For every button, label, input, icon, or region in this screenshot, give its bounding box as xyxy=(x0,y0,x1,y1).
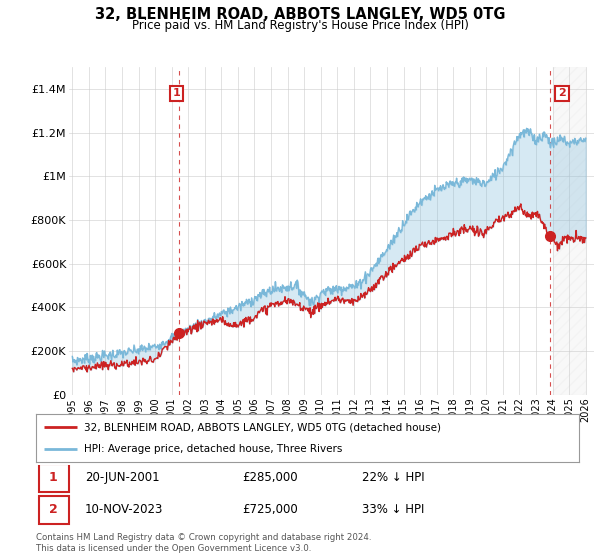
Text: 33% ↓ HPI: 33% ↓ HPI xyxy=(362,503,424,516)
Text: HPI: Average price, detached house, Three Rivers: HPI: Average price, detached house, Thre… xyxy=(84,444,342,454)
Text: 1: 1 xyxy=(172,88,180,99)
Text: 22% ↓ HPI: 22% ↓ HPI xyxy=(362,471,424,484)
Text: 20-JUN-2001: 20-JUN-2001 xyxy=(85,471,160,484)
Text: 10-NOV-2023: 10-NOV-2023 xyxy=(85,503,163,516)
FancyBboxPatch shape xyxy=(39,464,68,492)
Text: £285,000: £285,000 xyxy=(242,471,298,484)
Text: £725,000: £725,000 xyxy=(242,503,298,516)
Text: 32, BLENHEIM ROAD, ABBOTS LANGLEY, WD5 0TG: 32, BLENHEIM ROAD, ABBOTS LANGLEY, WD5 0… xyxy=(95,7,505,22)
FancyBboxPatch shape xyxy=(39,496,68,524)
Text: 2: 2 xyxy=(49,503,58,516)
Text: 1: 1 xyxy=(49,471,58,484)
Text: 2: 2 xyxy=(558,88,566,99)
Text: Price paid vs. HM Land Registry's House Price Index (HPI): Price paid vs. HM Land Registry's House … xyxy=(131,19,469,32)
Text: Contains HM Land Registry data © Crown copyright and database right 2024.
This d: Contains HM Land Registry data © Crown c… xyxy=(36,533,371,553)
Text: 32, BLENHEIM ROAD, ABBOTS LANGLEY, WD5 0TG (detached house): 32, BLENHEIM ROAD, ABBOTS LANGLEY, WD5 0… xyxy=(84,422,441,432)
